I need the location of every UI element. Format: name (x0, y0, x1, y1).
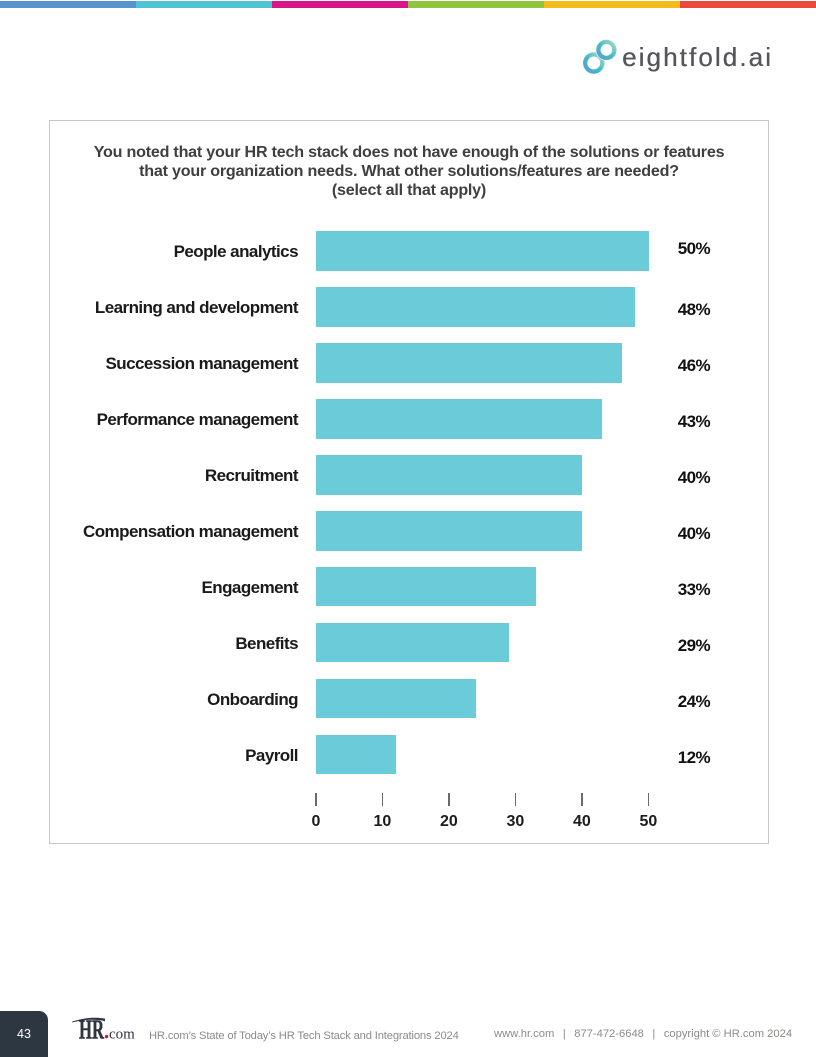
svg-text:HR: HR (79, 1015, 104, 1045)
svg-text:com: com (109, 1027, 135, 1043)
